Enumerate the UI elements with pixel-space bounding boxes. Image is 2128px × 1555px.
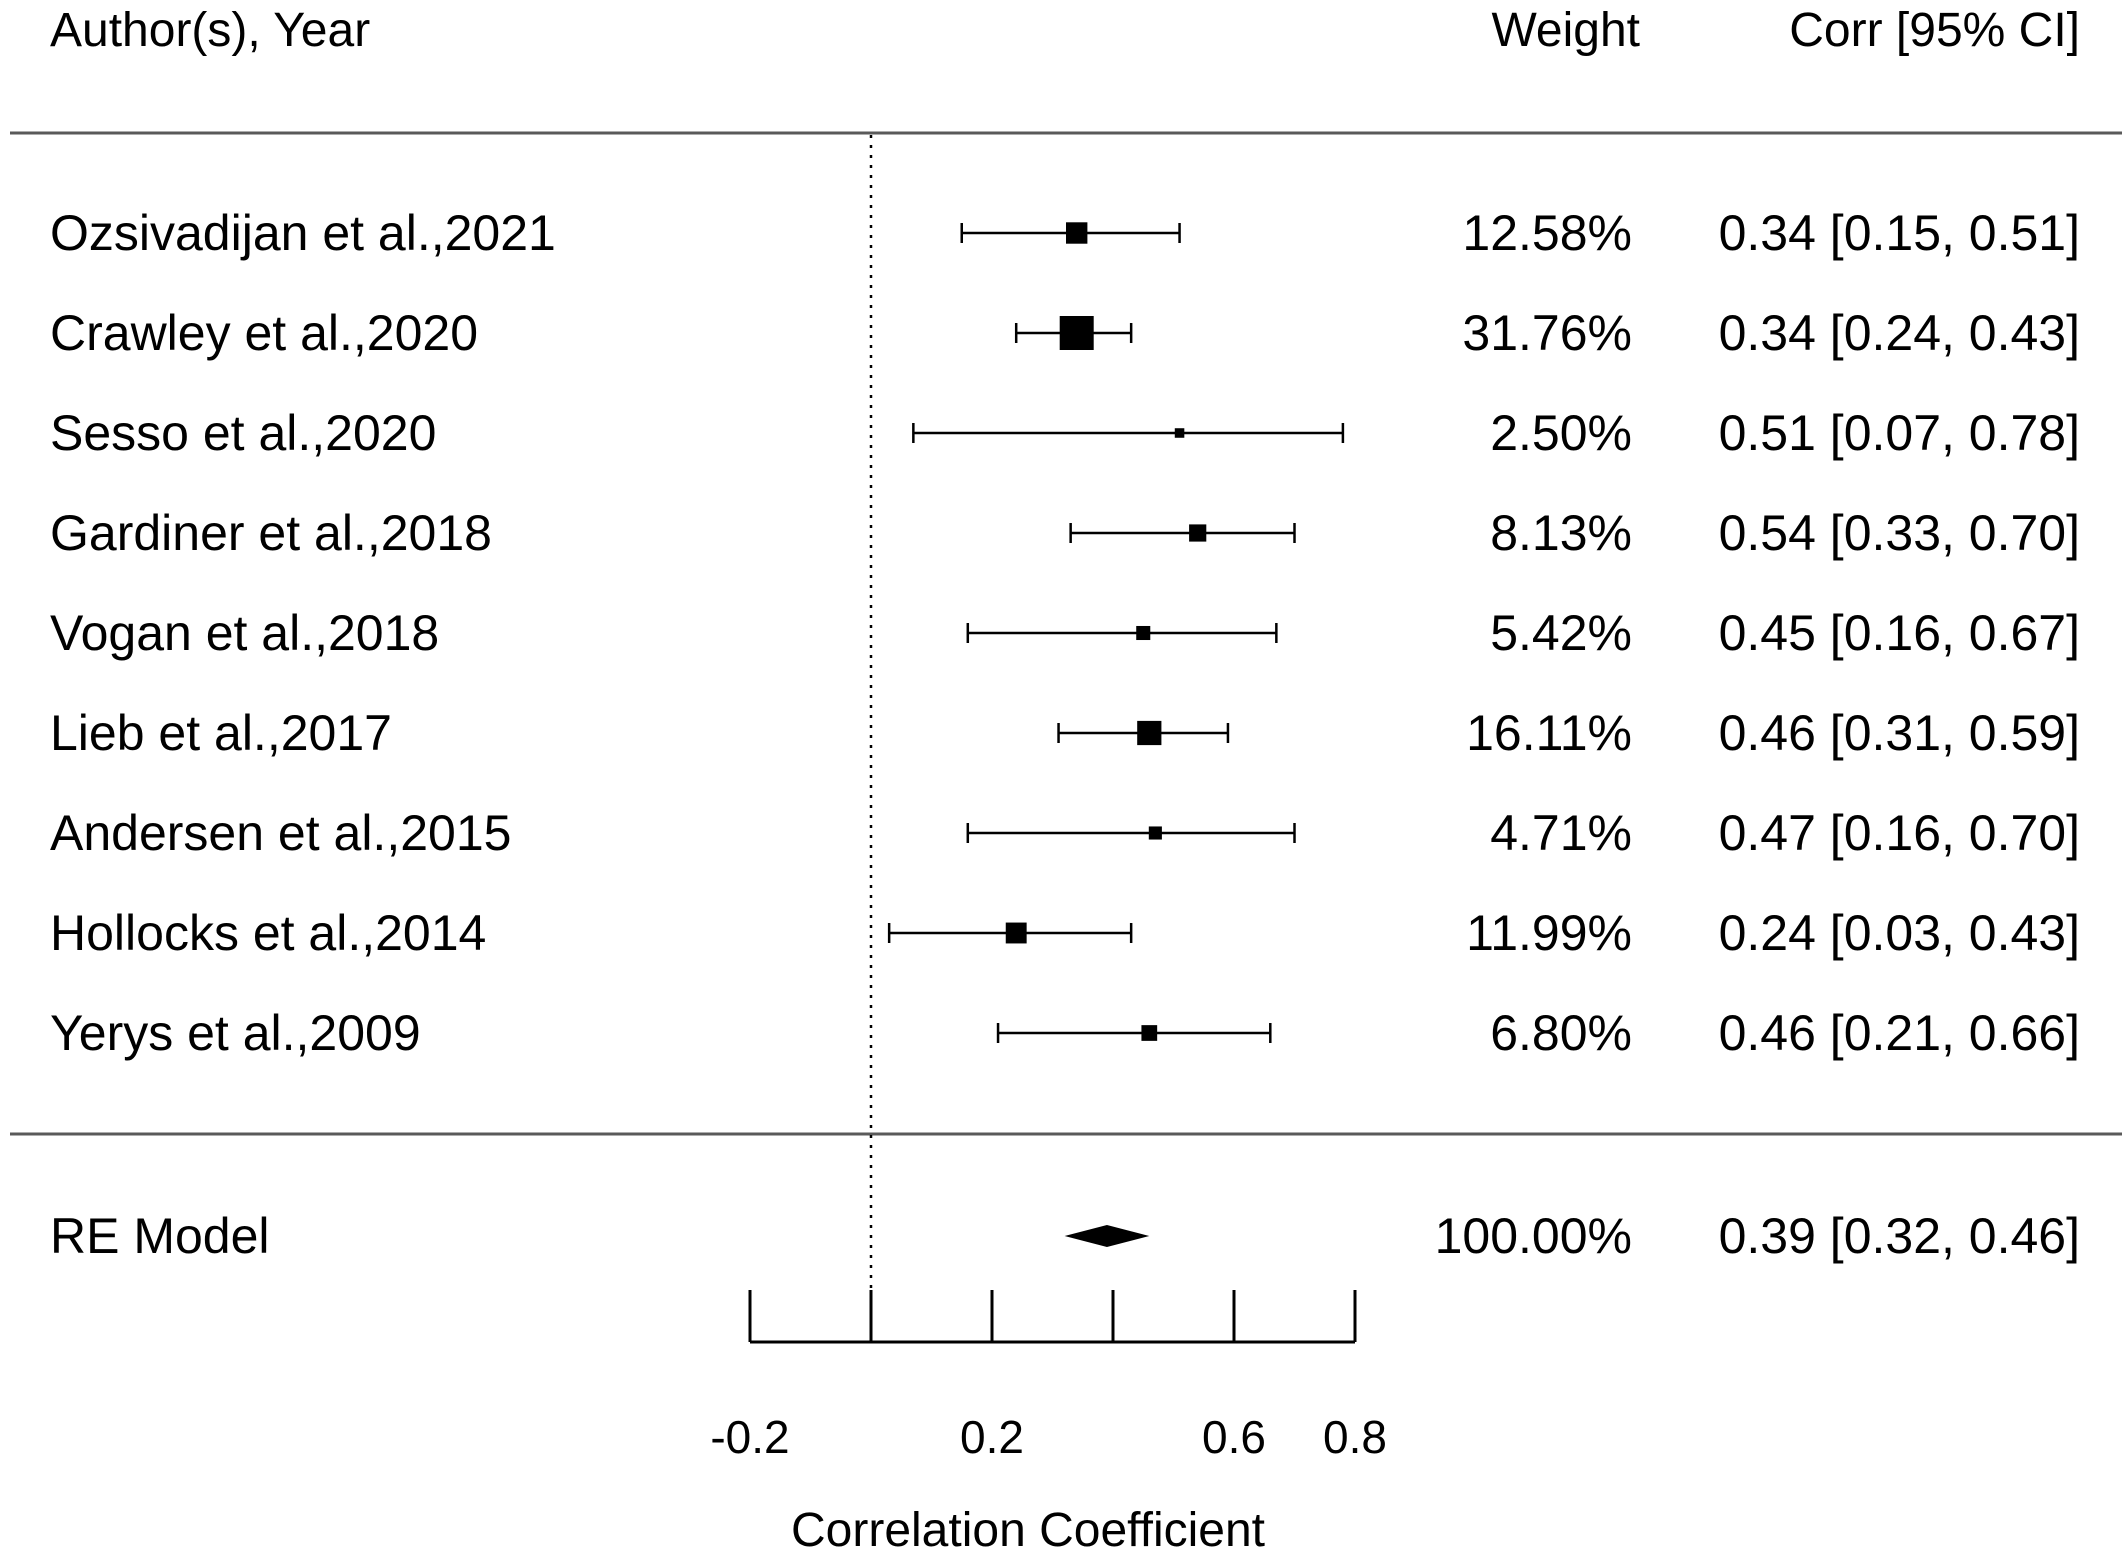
study-weight: 11.99% [1466,905,1632,961]
x-tick-label: 0.6 [1202,1411,1266,1463]
point-estimate [1136,625,1151,641]
x-axis: -0.2 0.2 0.6 0.8 [710,1290,1387,1463]
summary-row: RE Model 100.00% 0.39 [0.32, 0.46] [50,1208,2080,1264]
study-weight: 8.13% [1490,505,1632,561]
study-label: Crawley et al.,2020 [50,305,478,361]
x-tick-label: -0.2 [710,1411,789,1463]
summary-estimate-ci: 0.39 [0.32, 0.46] [1719,1208,2080,1264]
study-label: Lieb et al.,2017 [50,705,392,761]
header-study: Author(s), Year [50,4,370,57]
study-estimate-ci: 0.46 [0.21, 0.66] [1719,1005,2080,1061]
point-estimate [1148,826,1162,840]
study-estimate-ci: 0.34 [0.15, 0.51] [1719,205,2080,261]
study-estimate-ci: 0.46 [0.31, 0.59] [1719,705,2080,761]
study-weight: 12.58% [1462,205,1632,261]
study-estimate-ci: 0.51 [0.07, 0.78] [1719,405,2080,461]
study-label: Ozsivadijan et al.,2021 [50,205,556,261]
study-rows: Ozsivadijan et al.,2021 12.58% 0.34 [0.15,… [50,205,2080,1061]
study-weight: 5.42% [1490,605,1632,661]
summary-diamond [1064,1225,1150,1247]
summary-label: RE Model [50,1208,270,1264]
study-label: Sesso et al.,2020 [50,405,436,461]
header-weight: Weight [1491,4,1640,57]
study-label: Hollocks et al.,2014 [50,905,486,961]
x-tick-label: 0.2 [960,1411,1024,1463]
study-label: Yerys et al.,2009 [50,1005,421,1061]
study-label: Gardiner et al.,2018 [50,505,492,561]
point-estimate [1141,1025,1158,1041]
study-label: Andersen et al.,2015 [50,805,511,861]
study-weight: 31.76% [1462,305,1632,361]
summary-weight: 100.00% [1435,1208,1632,1264]
study-weight: 4.71% [1490,805,1632,861]
point-estimate [1059,316,1094,350]
study-label: Vogan et al.,2018 [50,605,439,661]
x-tick-label: 0.8 [1323,1411,1387,1463]
study-estimate-ci: 0.24 [0.03, 0.43] [1719,905,2080,961]
point-estimate [1005,922,1027,944]
point-estimate [1137,720,1162,746]
study-weight: 2.50% [1490,405,1632,461]
study-estimate-ci: 0.54 [0.33, 0.70] [1719,505,2080,561]
point-estimate [1066,222,1088,244]
study-weight: 16.11% [1466,705,1632,761]
study-weight: 6.80% [1490,1005,1632,1061]
header-estimate: Corr [95% CI] [1789,4,2080,57]
point-estimate [1174,428,1185,438]
x-axis-title: Correlation Coefficient [791,1504,1265,1555]
study-estimate-ci: 0.34 [0.24, 0.43] [1719,305,2080,361]
point-estimate [1189,524,1207,542]
study-estimate-ci: 0.47 [0.16, 0.70] [1719,805,2080,861]
study-estimate-ci: 0.45 [0.16, 0.67] [1719,605,2080,661]
